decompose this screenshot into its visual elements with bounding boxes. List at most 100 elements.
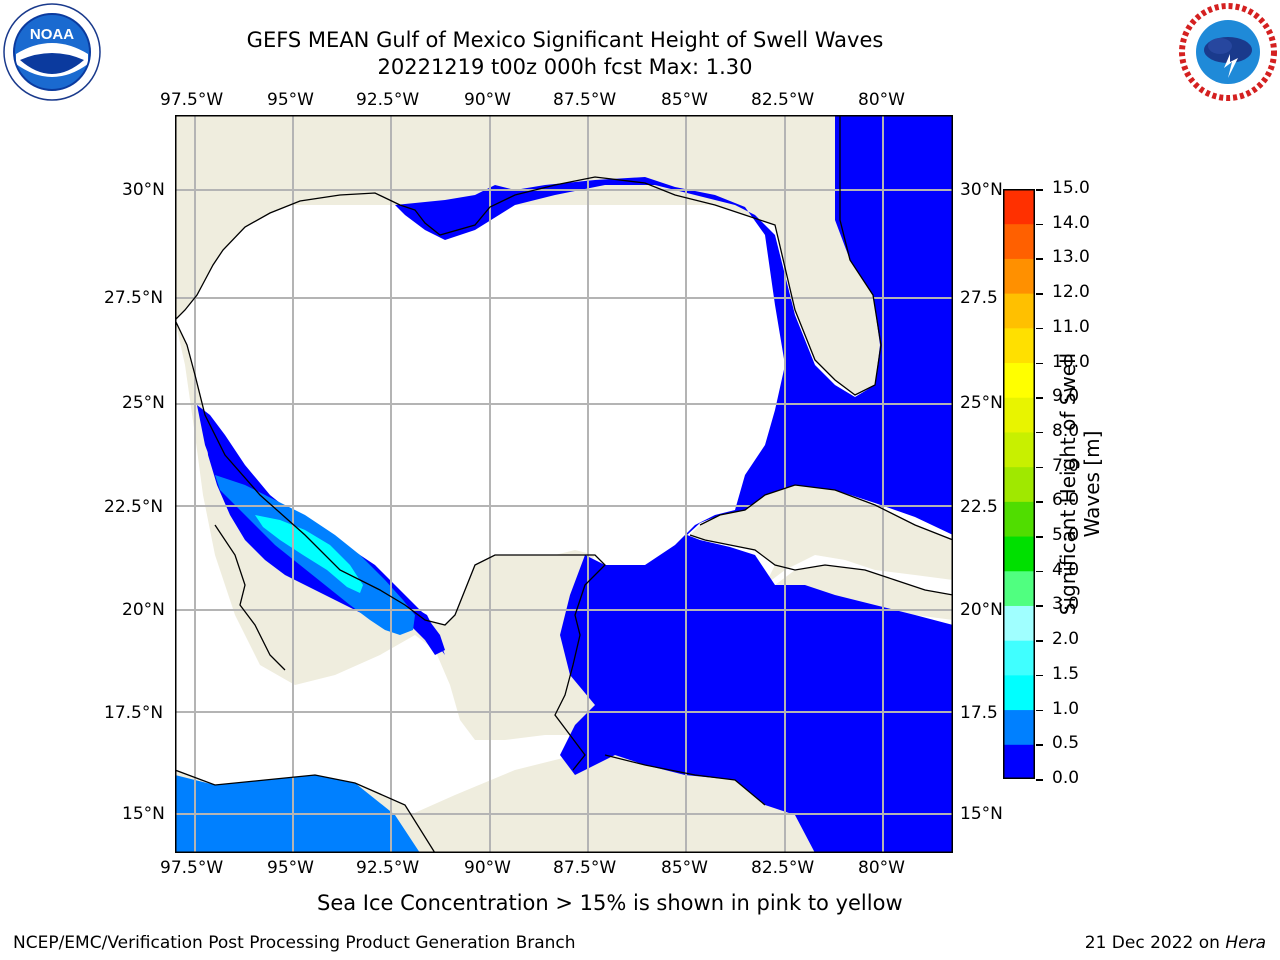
lat-label-left-3: 22.5°N	[104, 497, 164, 517]
lat-label-right-1: 27.5	[960, 288, 998, 308]
colorbar-tick-mark	[1036, 605, 1043, 607]
colorbar-tick-mark	[1036, 327, 1043, 330]
colorbar-tick-mark	[1036, 779, 1043, 781]
colorbar-ticks: 15.0 14.0 13.0 12.0 11.0 10.0 9.0 8.0 7.0 6.0 5.0 4…	[1036, 178, 1096, 788]
colorbar-tick-label: 5.0	[1052, 525, 1080, 546]
lon-label-top-7: 80°W	[858, 90, 905, 110]
colorbar-tick-mark	[1036, 258, 1043, 260]
lon-label-bottom-7: 80°W	[858, 858, 905, 878]
colorbar-tick-mark	[1036, 397, 1043, 399]
colorbar-bin	[1003, 327, 1035, 364]
colorbar-tick-mark	[1036, 293, 1043, 295]
sea-ice-note: Sea Ice Concentration > 15% is shown in …	[317, 891, 903, 915]
lon-label-top-0: 97.5°W	[160, 90, 224, 110]
colorbar-bin	[1003, 536, 1035, 572]
nws-logo	[1178, 2, 1278, 102]
lat-label-left-4: 20°N	[122, 600, 165, 620]
lat-label-right-6: 15°N	[960, 804, 1003, 824]
colorbar-tick-label: 7.0	[1052, 455, 1080, 476]
lon-label-top-4: 87.5°W	[553, 90, 617, 110]
colorbar-tick-label: 2.0	[1052, 629, 1080, 650]
lon-label-bottom-4: 87.5°W	[553, 858, 617, 878]
footer-host: Hera	[1225, 933, 1266, 953]
lon-label-bottom-3: 90°W	[464, 858, 511, 878]
lon-label-bottom-0: 97.5°W	[160, 858, 224, 878]
colorbar-tick-label: 11.0	[1052, 316, 1090, 337]
colorbar-label-line2: Waves [m]	[1080, 430, 1104, 538]
footer-branch: NCEP/EMC/Verification Post Processing Pr…	[13, 933, 576, 953]
colorbar-tick-mark	[1036, 640, 1043, 642]
lon-label-top-1: 95°W	[267, 90, 314, 110]
colorbar-tick-label: 4.0	[1052, 559, 1080, 580]
chart-title-line1: GEFS MEAN Gulf of Mexico Significant Hei…	[246, 28, 884, 52]
colorbar-tick-label: 14.0	[1052, 212, 1090, 233]
colorbar-tick-mark	[1036, 709, 1043, 712]
colorbar-frame	[1003, 189, 1035, 779]
lon-label-bottom-6: 82.5°W	[751, 858, 815, 878]
colorbar-bin	[1003, 640, 1035, 676]
lat-label-left-5: 17.5°N	[104, 703, 164, 723]
colorbar-tick-mark	[1036, 362, 1043, 365]
lat-label-right-5: 17.5	[960, 703, 998, 723]
chart-title-line2: 20221219 t00z 000h fcst Max: 1.30	[377, 55, 753, 79]
colorbar-tick-label: 10.0	[1052, 351, 1090, 372]
lat-label-right-2: 25°N	[960, 393, 1003, 413]
colorbar-tick-mark	[1036, 501, 1043, 503]
colorbar	[1003, 189, 1035, 779]
colorbar-tick-mark	[1036, 674, 1043, 677]
colorbar-tick-label: 8.0	[1052, 420, 1080, 441]
coastlines	[175, 115, 953, 853]
lat-label-right-4: 20°N	[960, 600, 1003, 620]
gulf-of-mexico-map	[175, 115, 953, 853]
footer-date: 21 Dec 2022 on Hera	[1085, 933, 1266, 953]
lat-label-left-6: 15°N	[122, 804, 165, 824]
noaa-logo-text: NOAA	[30, 26, 74, 43]
colorbar-bin	[1003, 709, 1035, 745]
colorbar-tick-label: 0.0	[1052, 768, 1080, 788]
lat-label-left-0: 30°N	[122, 180, 165, 200]
colorbar-bin	[1003, 501, 1035, 537]
colorbar-tick-mark	[1036, 744, 1043, 746]
colorbar-tick-label: 15.0	[1052, 178, 1090, 198]
colorbar-tick-mark	[1036, 223, 1043, 226]
lon-label-bottom-2: 92.5°W	[356, 858, 420, 878]
colorbar-tick-mark	[1036, 189, 1043, 191]
map-frame	[175, 115, 953, 853]
colorbar-bin	[1003, 605, 1035, 641]
colorbar-tick-label: 3.0	[1052, 594, 1080, 615]
map-gridlines	[175, 115, 953, 853]
colorbar-tick-label: 1.0	[1052, 698, 1080, 719]
lon-label-top-3: 90°W	[464, 90, 511, 110]
colorbar-label: Significant Height of Swell Waves [m]	[1056, 324, 1104, 644]
colorbar-bin	[1003, 223, 1035, 259]
lon-label-top-2: 92.5°W	[356, 90, 420, 110]
colorbar-tick-label: 13.0	[1052, 247, 1090, 268]
colorbar-tick-label: 9.0	[1052, 386, 1080, 407]
colorbar-bin	[1003, 674, 1035, 711]
colorbar-tick-mark	[1036, 466, 1043, 469]
lat-label-right-0: 30°N	[960, 180, 1003, 200]
colorbar-tick-label: 1.5	[1052, 663, 1080, 684]
swell-high-core	[255, 515, 363, 593]
noaa-logo: NOAA	[2, 2, 102, 102]
colorbar-bin	[1003, 293, 1035, 329]
lon-label-bottom-1: 95°W	[267, 858, 314, 878]
footer-date-text: 21 Dec 2022 on	[1084, 933, 1226, 953]
lat-label-left-2: 25°N	[122, 393, 165, 413]
colorbar-tick-mark	[1036, 431, 1043, 434]
colorbar-bin	[1003, 397, 1035, 433]
colorbar-bin	[1003, 570, 1035, 606]
swell-low-region-east	[395, 115, 953, 853]
lon-label-top-5: 85°W	[661, 90, 708, 110]
colorbar-tick-mark	[1036, 536, 1043, 538]
lat-label-left-1: 27.5°N	[104, 288, 164, 308]
lon-label-top-6: 82.5°W	[751, 90, 815, 110]
colorbar-tick-label: 12.0	[1052, 282, 1090, 303]
colorbar-tick-mark	[1036, 570, 1043, 573]
colorbar-label-line1: Significant Height of Swell	[1056, 352, 1080, 616]
colorbar-bin	[1003, 744, 1035, 779]
colorbar-bin	[1003, 431, 1035, 468]
colorbar-bin	[1003, 258, 1035, 294]
colorbar-bin	[1003, 189, 1035, 225]
colorbar-tick-label: 0.5	[1052, 733, 1080, 754]
